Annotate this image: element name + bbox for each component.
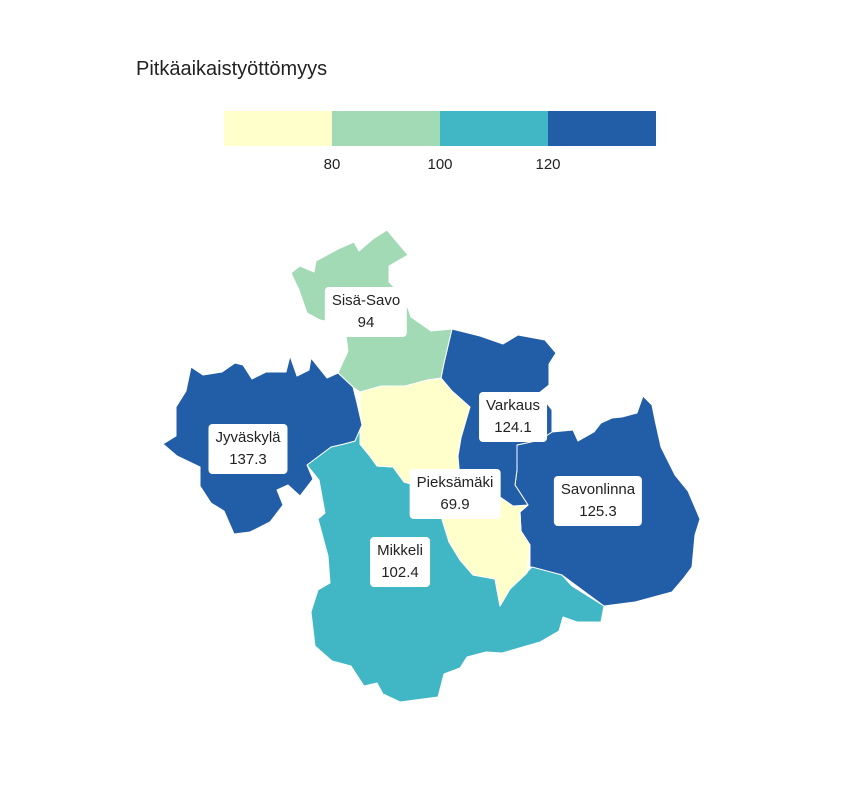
legend-tick-100: 100 [427, 156, 453, 173]
legend-tick-80: 80 [323, 156, 341, 173]
region-name: Mikkeli [377, 542, 423, 559]
region-label-sisa-savo: Sisä-Savo 94 [324, 287, 408, 337]
legend-swatch-4 [548, 111, 656, 146]
region-label-varkaus: Varkaus 124.1 [479, 392, 547, 442]
region-name: Pieksämäki [416, 474, 494, 491]
region-label-pieksamaki: Pieksämäki 69.9 [409, 469, 501, 519]
region-name: Varkaus [486, 397, 540, 414]
region-value: 69.9 [440, 496, 470, 513]
legend-tick-120: 120 [535, 156, 561, 173]
region-value: 94 [357, 314, 375, 331]
legend-swatch-3 [440, 111, 548, 146]
color-legend [224, 111, 656, 146]
region-label-savonlinna: Savonlinna 125.3 [553, 476, 643, 526]
region-label-jyvaskyla: Jyväskylä 137.3 [208, 424, 288, 474]
region-value: 137.3 [229, 451, 267, 468]
legend-swatch-1 [224, 111, 332, 146]
legend-swatch-2 [332, 111, 440, 146]
region-name: Savonlinna [560, 481, 636, 498]
region-value: 102.4 [381, 564, 419, 581]
region-label-mikkeli: Mikkeli 102.4 [370, 537, 430, 587]
region-value: 125.3 [579, 503, 617, 520]
region-name: Sisä-Savo [331, 292, 401, 309]
region-value: 124.1 [494, 419, 532, 436]
map-title: Pitkäaikaistyöttömyys [136, 58, 328, 80]
region-name: Jyväskylä [215, 429, 281, 446]
